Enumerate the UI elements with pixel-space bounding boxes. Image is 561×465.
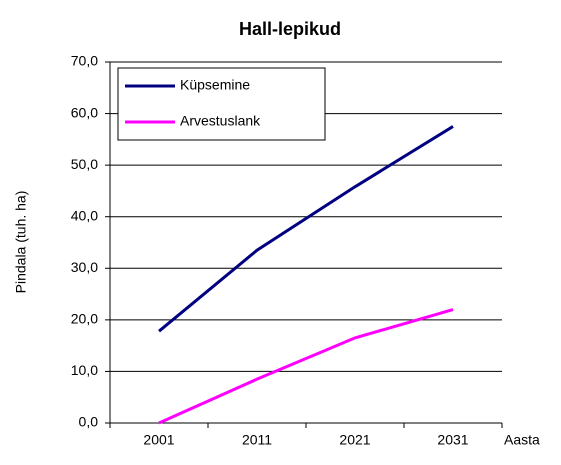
series-line <box>158 308 454 425</box>
y-tick-label: 10,0 <box>71 362 98 378</box>
y-tick-label: 70,0 <box>71 53 98 69</box>
y-tick-label: 60,0 <box>71 104 98 120</box>
legend-box <box>117 67 326 141</box>
y-tick-label: 20,0 <box>71 311 98 327</box>
x-tick-label: 2021 <box>339 432 370 448</box>
legend-label: Küpsemine <box>180 77 250 93</box>
y-tick-label: 40,0 <box>71 207 98 223</box>
x-tick-label: 2031 <box>437 432 468 448</box>
x-tick-label: 2011 <box>242 432 272 448</box>
y-tick-label: 50,0 <box>71 156 98 172</box>
legend-label: Arvestuslank <box>180 113 261 129</box>
series-line <box>158 125 454 333</box>
chart-title: Hall-lepikud <box>239 19 341 39</box>
x-tick-label: 2001 <box>143 432 174 448</box>
y-axis-label: Pindala (tuh. ha) <box>13 191 29 294</box>
y-tick-label: 30,0 <box>71 259 98 275</box>
x-axis-label: Aasta <box>504 432 540 448</box>
y-tick-label: 0,0 <box>79 414 99 430</box>
